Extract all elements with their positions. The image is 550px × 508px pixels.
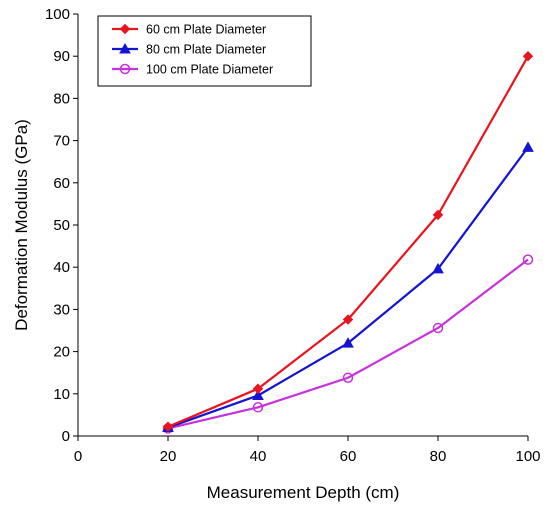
x-tick-label: 100 (515, 448, 540, 465)
legend-entry: 100 cm Plate Diameter (112, 63, 273, 77)
x-tick-label: 0 (74, 448, 82, 465)
data-point (522, 254, 534, 265)
legend-entry: 60 cm Plate Diameter (112, 23, 266, 37)
data-point (342, 314, 354, 325)
legend-label: 80 cm Plate Diameter (146, 43, 266, 57)
y-axis-ticks: 0 10 20 30 40 50 60 70 80 90 100 (45, 6, 78, 445)
data-point (252, 402, 264, 413)
data-point (162, 421, 174, 432)
x-axis-title: Measurement Depth (cm) (207, 483, 400, 502)
legend-marker (119, 63, 131, 75)
y-tick-label: 50 (53, 217, 70, 234)
plot-area: 0 10 20 30 40 50 60 70 80 90 100 0 20 40 60 80 100 (45, 6, 541, 465)
y-tick-label: 60 (53, 175, 70, 192)
x-axis-ticks: 0 20 40 60 80 100 (74, 436, 541, 465)
y-tick-label: 80 (53, 90, 70, 107)
data-point (342, 337, 354, 348)
legend-label: 60 cm Plate Diameter (146, 23, 266, 37)
data-point (522, 50, 534, 62)
legend-box (97, 15, 312, 87)
y-tick-label: 70 (53, 133, 70, 150)
series-1 (162, 50, 534, 432)
data-point (432, 262, 444, 274)
series-line (167, 146, 529, 429)
data-point (432, 322, 444, 334)
legend-label: 100 cm Plate Diameter (146, 63, 273, 77)
y-tick-label: 40 (53, 259, 70, 276)
legend-entry: 80 cm Plate Diameter (112, 43, 266, 57)
legend: 60 cm Plate Diameter 80 cm Plate Diameter… (97, 15, 312, 87)
series-line (167, 55, 529, 428)
y-tick-label: 100 (45, 6, 70, 23)
y-tick-label: 0 (62, 428, 70, 445)
data-point (252, 389, 264, 400)
legend-marker (119, 23, 131, 35)
series-3 (162, 254, 534, 434)
data-point (342, 372, 354, 384)
legend-marker (119, 42, 131, 54)
y-axis-title: Deformation Modulus (GPa) (12, 119, 31, 331)
x-tick-label: 80 (430, 448, 447, 465)
y-tick-label: 90 (53, 48, 70, 65)
series-layer (162, 50, 534, 434)
series-line (167, 258, 529, 430)
y-tick-label: 30 (53, 301, 70, 318)
y-tick-label: 10 (53, 386, 70, 403)
data-point (432, 209, 444, 221)
x-tick-label: 40 (250, 448, 267, 465)
data-point (252, 383, 264, 394)
x-tick-label: 20 (160, 448, 177, 465)
x-tick-label: 60 (340, 448, 357, 465)
data-point (522, 141, 534, 152)
series-2 (162, 141, 534, 433)
y-tick-label: 20 (53, 344, 70, 361)
